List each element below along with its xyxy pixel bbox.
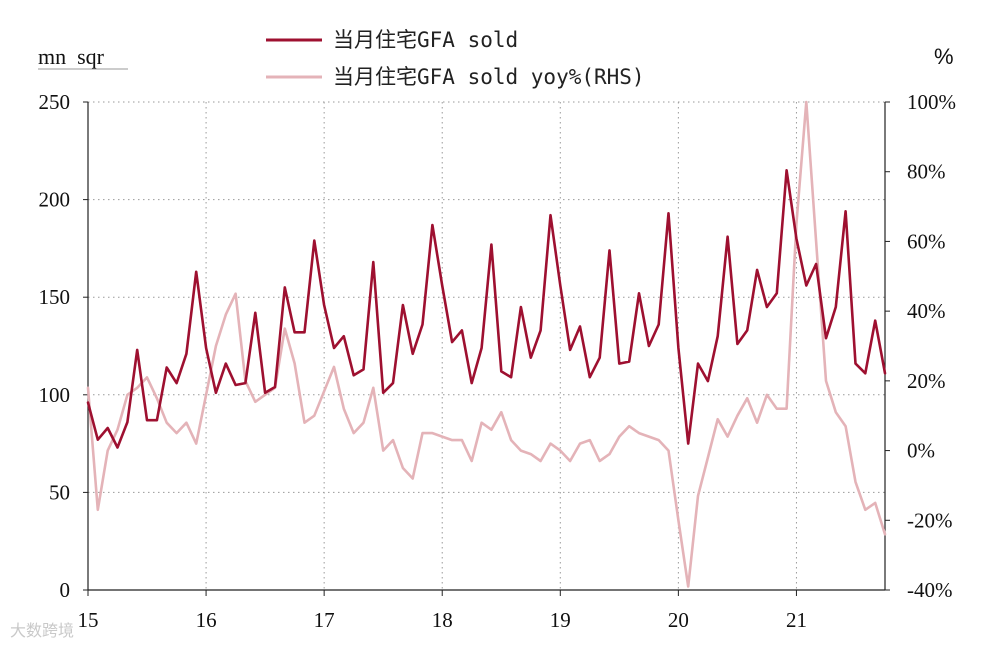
legend-label-gfa-sold: 当月住宅GFA sold	[333, 28, 518, 52]
x-tick-label: 20	[668, 608, 689, 632]
series-line-gfa-sold	[86, 169, 887, 449]
left-tick-label: 50	[49, 480, 70, 504]
x-tick-label: 16	[196, 608, 217, 632]
right-tick-labels: -40% -20% 0% 20% 40% 60% 80% 100%	[885, 90, 956, 602]
x-tick-label: 21	[786, 608, 807, 632]
x-tick-label: 19	[550, 608, 571, 632]
right-tick-label: -40%	[907, 578, 953, 602]
watermark: 大数跨境	[10, 621, 74, 640]
right-tick-label: 100%	[907, 90, 956, 114]
x-tick-label: 15	[78, 608, 99, 632]
left-tick-labels: 0 50 100 150 200 250	[39, 90, 88, 602]
legend: 当月住宅GFA sold 当月住宅GFA sold yoy%(RHS)	[266, 28, 645, 89]
left-tick-label: 0	[60, 578, 71, 602]
left-axis-label: mn sqr	[38, 44, 105, 69]
right-tick-label: 0%	[907, 439, 935, 463]
right-tick-label: 60%	[907, 229, 946, 253]
left-tick-label: 150	[39, 285, 71, 309]
right-tick-label: 20%	[907, 369, 946, 393]
gridlines	[88, 101, 885, 590]
x-tick-label: 18	[432, 608, 453, 632]
right-tick-label: 80%	[907, 160, 946, 184]
series-line-yoy	[86, 100, 887, 588]
axes	[87, 102, 886, 591]
left-tick-label: 250	[39, 90, 71, 114]
legend-label-yoy: 当月住宅GFA sold yoy%(RHS)	[333, 65, 645, 89]
series-layer	[86, 100, 887, 588]
right-tick-label: -20%	[907, 508, 953, 532]
right-axis-label: %	[934, 44, 954, 69]
left-tick-label: 200	[39, 188, 71, 212]
left-tick-label: 100	[39, 383, 71, 407]
x-tick-label: 17	[314, 608, 335, 632]
right-tick-label: 40%	[907, 299, 946, 323]
x-tick-labels: 15 16 17 18 19 20 21	[78, 590, 807, 632]
